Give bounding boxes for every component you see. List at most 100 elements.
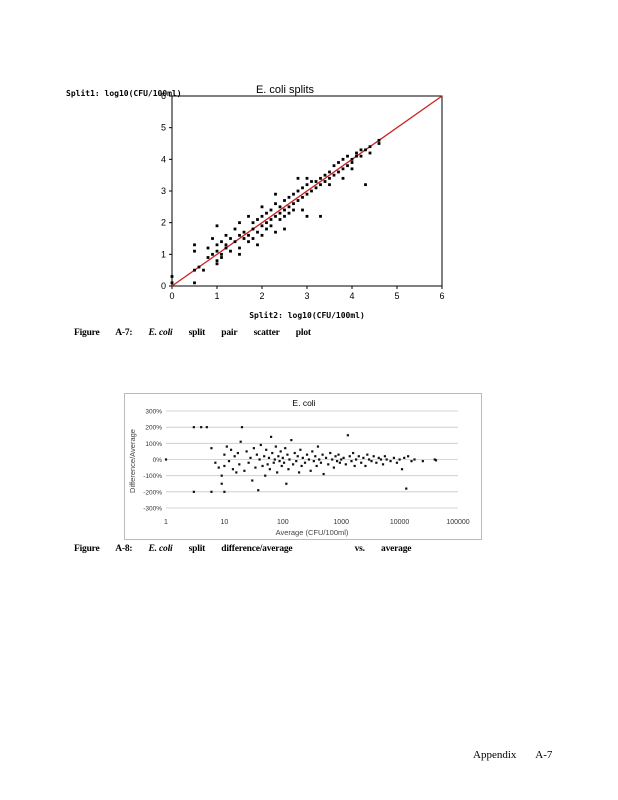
chart2-point <box>164 458 168 461</box>
chart2-point <box>316 445 320 448</box>
chart2-point <box>261 464 264 468</box>
chart2-point <box>223 464 226 468</box>
chart2-point <box>405 487 408 490</box>
chart1-point <box>193 281 196 285</box>
chart2-point <box>372 455 375 458</box>
chart2-point <box>266 463 269 466</box>
chart2-y-tick-label: 0% <box>153 457 163 464</box>
chart2-point <box>395 461 399 464</box>
chart2-point <box>227 460 231 463</box>
chart2-point <box>342 456 345 459</box>
chart2-y-tick-label: -100% <box>143 473 162 480</box>
chart2-point <box>307 458 311 461</box>
chart2-point <box>264 474 267 477</box>
chart1-point <box>206 246 210 250</box>
chart2-point <box>223 490 226 493</box>
chart1-point <box>350 161 354 164</box>
chart1-point <box>260 214 264 218</box>
chart2-point <box>407 455 410 458</box>
chart1-point <box>341 157 345 161</box>
chart2-point <box>281 456 284 459</box>
chart2-point <box>311 450 314 453</box>
chart1-point <box>283 199 286 202</box>
chart2-point <box>223 453 226 456</box>
chart1-point <box>323 173 327 177</box>
chart1-point <box>265 227 268 231</box>
caption-word-split: split <box>188 328 206 338</box>
chart1-point <box>283 227 286 231</box>
chart1-point <box>260 205 264 209</box>
chart2-y-tick-label: -200% <box>143 489 162 496</box>
chart2-x-tick-label: 1000 <box>333 519 349 526</box>
chart2-point <box>210 447 213 450</box>
caption-coli: coli <box>159 544 173 554</box>
chart1-point <box>242 230 246 234</box>
chart2-point <box>276 471 279 474</box>
chart2-point <box>321 453 324 456</box>
chart1-point <box>337 170 340 174</box>
chart2-point <box>247 461 250 464</box>
chart1-point <box>305 176 309 180</box>
chart1-point <box>211 252 214 256</box>
chart2-point <box>284 447 287 450</box>
chart1-point <box>215 249 219 253</box>
figure-a8-caption: Figure A-8: E. coli split difference/ave… <box>74 544 425 554</box>
chart2-point <box>285 482 288 485</box>
caption-e: E. <box>148 544 158 554</box>
chart1-point <box>346 154 349 158</box>
chart1-point <box>305 183 309 187</box>
diff-average-chart: E. coli 300% 200% 100% 0% -100% -200% -300%1 10… <box>124 393 482 540</box>
chart2-point <box>258 458 261 461</box>
chart1-y-tick-label: 0 <box>161 281 166 291</box>
chart1-point <box>296 189 300 193</box>
chart1-point <box>305 192 309 196</box>
chart2-point <box>268 468 271 471</box>
chart1-point <box>224 243 228 247</box>
chart1-point <box>238 252 241 256</box>
chart1-x-tick-label: 5 <box>394 291 399 301</box>
chart2-x-tick-label: 100000 <box>446 519 469 526</box>
chart2-point <box>293 451 296 455</box>
chart1-point <box>274 202 277 206</box>
chart1-point <box>328 183 331 187</box>
chart1-x-tick-label: 3 <box>304 291 309 301</box>
caption-species: E. coli <box>149 328 173 338</box>
chart1-point <box>229 237 232 240</box>
chart1-point <box>251 227 255 231</box>
chart2-point <box>413 458 416 461</box>
chart2-point <box>305 453 309 456</box>
chart1-point <box>314 186 318 190</box>
chart2-point <box>319 461 323 464</box>
chart2-point <box>314 455 317 458</box>
page-footer: Appendix A-7 <box>473 749 552 761</box>
chart1-point <box>269 208 273 212</box>
chart2-point <box>340 458 343 461</box>
chart2-point <box>200 426 203 429</box>
chart2-point <box>240 426 244 429</box>
chart2-frame <box>124 393 482 540</box>
chart1-point <box>319 176 322 180</box>
chart2-point <box>346 434 349 437</box>
footer-appendix: Appendix <box>473 749 517 761</box>
chart2-point <box>335 460 339 463</box>
chart1-point <box>215 262 219 266</box>
chart1-point <box>341 176 345 180</box>
chart1-point <box>242 237 246 240</box>
chart2-point <box>301 456 304 459</box>
chart2-point <box>379 458 383 461</box>
chart1-point <box>301 208 304 212</box>
chart1-point <box>305 214 309 218</box>
chart1-point <box>323 180 327 183</box>
chart1-y-tick-label: 2 <box>161 218 166 228</box>
chart2-point <box>337 453 340 456</box>
caption-e: E. <box>148 328 158 338</box>
chart1-point <box>224 233 228 237</box>
chart2-point <box>263 455 266 458</box>
chart2-point <box>385 458 388 461</box>
chart2-point <box>334 455 337 458</box>
chart1-point <box>256 230 259 234</box>
chart2-point <box>259 443 262 447</box>
chart1-point <box>197 265 201 269</box>
chart2-point <box>274 445 277 448</box>
chart1-point <box>368 145 372 149</box>
